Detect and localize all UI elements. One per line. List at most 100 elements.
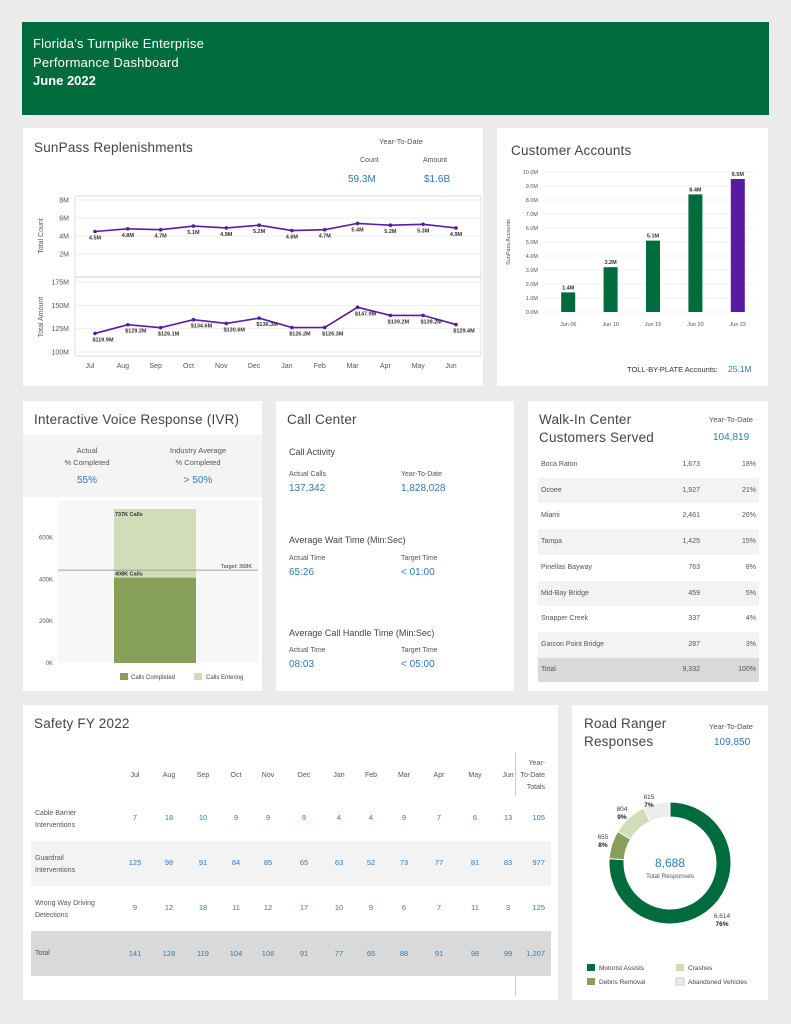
- sunpass-data-label: 5.2M: [253, 229, 266, 235]
- safety-grand-total: 1,207: [526, 949, 545, 958]
- sunpass-title: SunPass Replenishments: [34, 140, 193, 155]
- rr-donut-slice: [643, 801, 671, 823]
- sunpass-x-tick-label: Feb: [314, 363, 326, 370]
- walkin-total-count: 9,332: [682, 665, 700, 673]
- ca-data-label: 1.4M: [562, 285, 575, 291]
- safety-cell: 77: [434, 858, 444, 867]
- sunpass-amount-value: $1.6B: [424, 174, 451, 185]
- safety-cell: 6: [401, 903, 407, 912]
- sunpass-y-tick-label: 4M: [59, 234, 69, 241]
- walkin-location: Boca Raton: [541, 461, 578, 468]
- sunpass-point: [454, 322, 458, 327]
- wait-actual-label: Actual Time: [289, 555, 326, 562]
- sunpass-x-tick-label: Jan: [281, 363, 292, 370]
- rr-legend-label: Abandoned Vehicles: [688, 979, 748, 986]
- walkin-row: Ocoee 1,927 21%: [538, 477, 759, 504]
- sunpass-x-tick-label: Oct: [183, 363, 194, 370]
- sunpass-point: [158, 325, 163, 330]
- sunpass-x-tick-label: May: [412, 363, 426, 370]
- road-ranger-title-line1: Road Ranger: [584, 716, 667, 731]
- sunpass-y-tick-label: 100M: [51, 350, 69, 357]
- sunpass-data-label: 5.1M: [187, 230, 200, 236]
- walkin-percent: 18%: [741, 461, 756, 468]
- customer-accounts-title: Customer Accounts: [511, 143, 632, 158]
- safety-title: Safety FY 2022: [34, 716, 130, 731]
- safety-cell: 7: [132, 813, 138, 822]
- safety-cell: 6: [472, 813, 478, 822]
- sunpass-point: [126, 322, 130, 327]
- sunpass-point: [322, 227, 327, 232]
- actual-calls-label: Actual Calls: [289, 471, 326, 478]
- safety-row-bg: [31, 886, 551, 931]
- walkin-count: 1,927: [682, 486, 700, 494]
- safety-row-bg: [31, 841, 551, 886]
- safety-row-label: Wrong Way Driving: [35, 900, 95, 907]
- safety-total-label: Total: [35, 950, 50, 957]
- walkin-count: 337: [688, 615, 700, 623]
- sunpass-point: [421, 313, 425, 318]
- walkin-row: Pinellas Bayway 763 8%: [538, 554, 759, 581]
- safety-month-header: Jul: [130, 772, 140, 779]
- sunpass-y-tick-label: 2M: [59, 252, 69, 259]
- safety-month-header: Dec: [297, 772, 311, 779]
- wait-target-label: Target Time: [401, 555, 438, 562]
- walkin-location: Tampa: [541, 538, 563, 546]
- sunpass-data-label: 5.3M: [417, 228, 430, 234]
- call-center-panel: Call Center Call Activity Actual Calls 1…: [276, 401, 514, 691]
- sunpass-point: [257, 223, 261, 227]
- dashboard-header: Florida’s Turnpike Enterprise Performanc…: [22, 22, 769, 115]
- ca-x-tick-label: Jun 10: [602, 322, 619, 328]
- road-ranger-title-line2: Responses: [584, 734, 654, 749]
- sunpass-data-label: $139.2M: [420, 319, 442, 325]
- safety-cell: 17: [299, 903, 309, 912]
- walkin-total-percent: 100%: [738, 665, 756, 673]
- rr-slice-value-label: 6,614: [714, 913, 731, 920]
- walkin-location: Garcon Point Bridge: [541, 640, 605, 648]
- sunpass-point: [322, 325, 327, 330]
- ca-x-tick-label: Jun 06: [560, 322, 577, 328]
- safety-cell: 9: [401, 813, 407, 822]
- safety-row-total: 125: [532, 903, 545, 912]
- ivr-industry-label2: % Completed: [175, 458, 221, 467]
- ca-x-tick-label: Jun 20: [687, 322, 704, 328]
- walkin-location: Pinellas Bayway: [541, 563, 592, 571]
- ca-y-tick-label: 4.0M: [526, 254, 539, 260]
- safety-cell: 13: [503, 813, 513, 822]
- safety-cell: 3: [505, 903, 511, 912]
- rr-slice-value-label: 804: [617, 806, 628, 813]
- ca-y-tick-label: 7.0M: [526, 212, 539, 218]
- walkin-ytd-label: Year-To-Date: [709, 415, 753, 424]
- safety-cell: 84: [231, 858, 241, 867]
- ca-y-tick-label: 5.0M: [526, 240, 539, 246]
- rr-center-label: Total Responses: [646, 873, 695, 880]
- sunpass-amount-label: Amount: [423, 157, 448, 164]
- sunpass-data-label: $129.2M: [125, 329, 147, 335]
- safety-cell: 9: [301, 813, 307, 822]
- rr-center-value: 8,688: [655, 856, 685, 870]
- ivr-panel: Interactive Voice Response (IVR) Actual …: [23, 401, 262, 691]
- sunpass-point: [224, 226, 229, 230]
- walkin-title-line2: Customers Served: [539, 430, 654, 445]
- ivr-bar-chart: 0K 200K 400K 600K 737K Calls 408K Calls Target…: [39, 501, 258, 681]
- ivr-legend-swatch-completed: [120, 673, 128, 680]
- sunpass-ytd-label: Year-To-Date: [379, 137, 423, 146]
- sunpass-plot-frame: [74, 195, 482, 357]
- walkin-percent: 3%: [745, 640, 756, 648]
- walkin-percent: 21%: [741, 486, 756, 494]
- safety-ytd-header: Totals: [526, 784, 545, 791]
- ivr-legend-label: Calls Completed: [131, 675, 175, 681]
- sunpass-x-tick-label: Jun: [445, 363, 456, 370]
- safety-total-cell: 98: [470, 949, 480, 958]
- sunpass-y-tick-label: 150M: [51, 303, 69, 310]
- safety-cell: 12: [263, 903, 273, 912]
- ivr-industry-label1: Industry Average: [169, 446, 227, 455]
- walkin-location: Mid-Bay Bridge: [541, 589, 589, 597]
- ivr-target-label: Target: 368K: [221, 564, 253, 570]
- sunpass-count-value: 59.3M: [348, 174, 376, 185]
- sunpass-panel: SunPass Replenishments Year-To-Date Coun…: [23, 128, 483, 386]
- sunpass-data-label: 4.9M: [220, 232, 233, 238]
- sunpass-point: [93, 331, 97, 336]
- safety-month-header: May: [468, 772, 482, 779]
- safety-cell: 125: [128, 858, 142, 867]
